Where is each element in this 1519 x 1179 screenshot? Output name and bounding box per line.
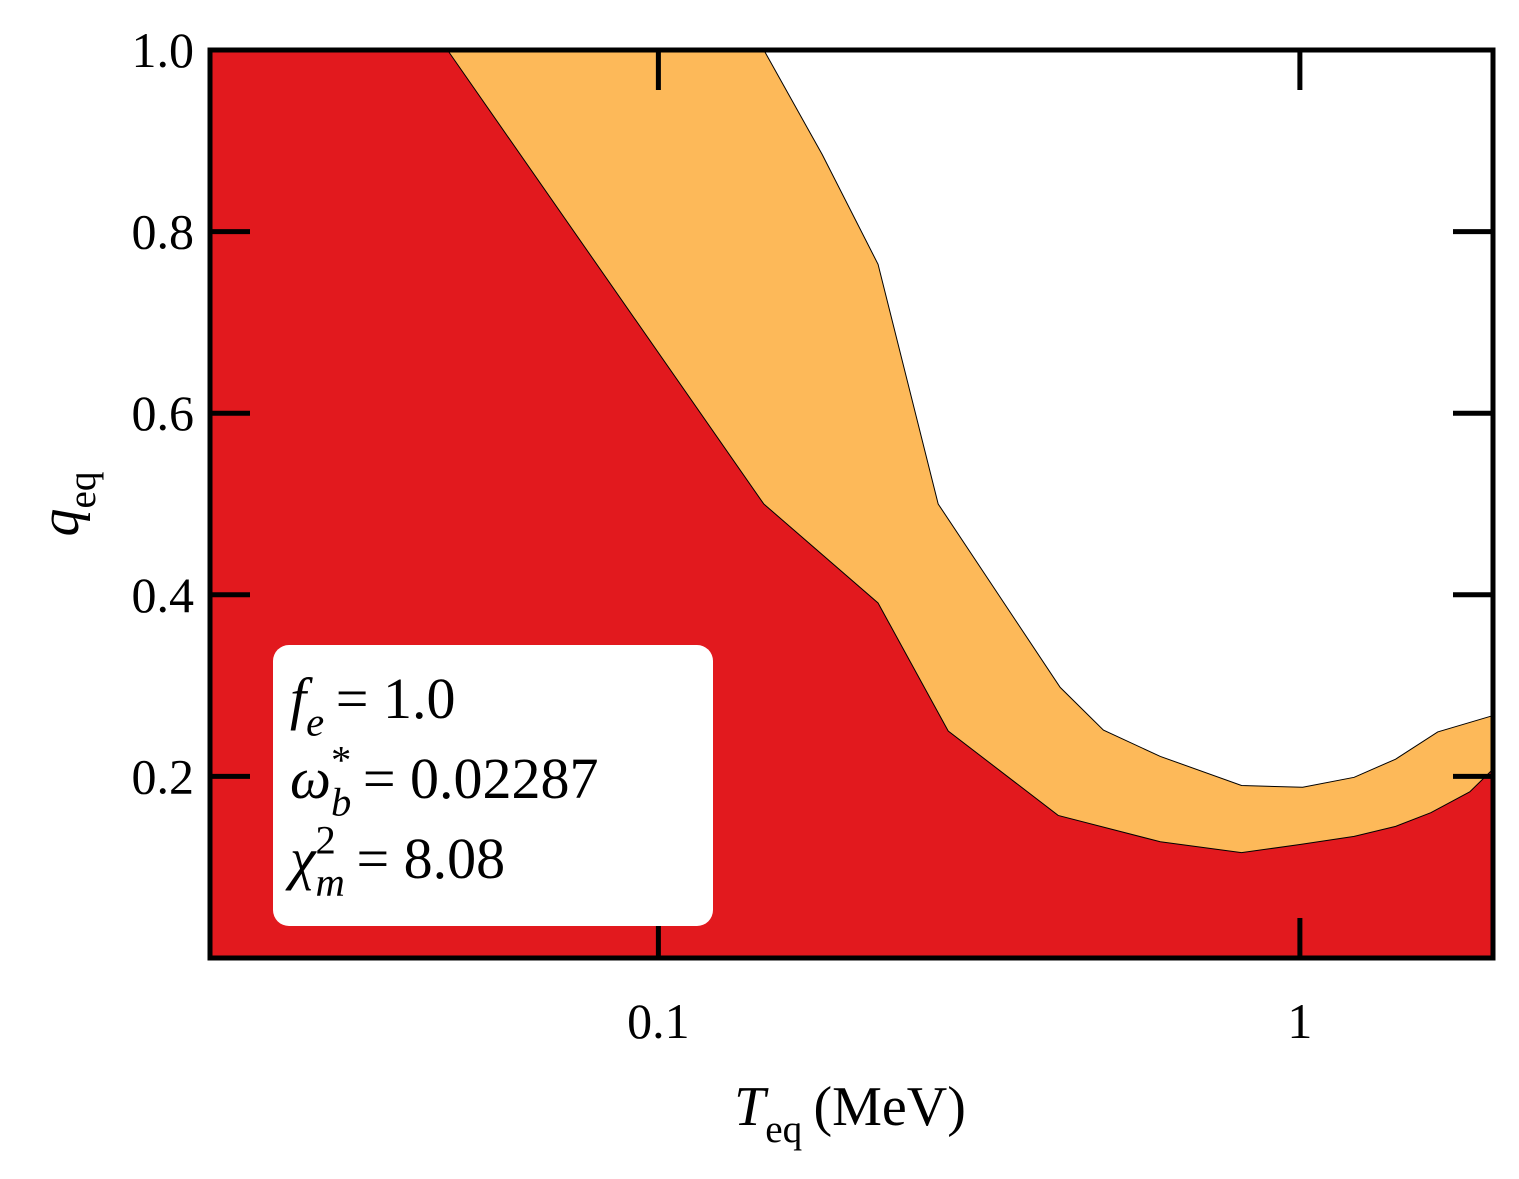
symbol: q — [29, 509, 91, 537]
label-text: = 0.02287 — [363, 746, 599, 811]
y-tick-label: 0.6 — [132, 385, 195, 441]
y-tick-label: 0.2 — [132, 748, 195, 804]
plot-frame — [207, 47, 1496, 961]
note-line: χ2 m = 8.08 — [285, 818, 505, 905]
x-tick-label: 1 — [1287, 993, 1312, 1049]
superscript: 2 — [316, 818, 336, 863]
x-axis-label: Teq (MeV) — [734, 1076, 966, 1151]
superscript: * — [331, 738, 351, 783]
label-text: = 8.08 — [356, 826, 505, 891]
subscript: b — [331, 779, 351, 824]
y-tick-label: 0.8 — [132, 204, 195, 260]
label-text: = 1.0 — [336, 666, 456, 731]
boundary-line — [763, 49, 1494, 788]
symbol: ω — [290, 746, 331, 811]
y-tick-label: 0.4 — [132, 567, 195, 623]
symbol: T — [734, 1076, 769, 1138]
note-line: ω* b = 0.02287 — [290, 738, 599, 825]
annotation-box — [273, 645, 713, 926]
subscript: eq — [61, 472, 104, 509]
subscript: e — [306, 699, 324, 744]
x-tick-label: 0.1 — [627, 993, 690, 1049]
label-text: (MeV) — [813, 1076, 965, 1138]
subscript: m — [316, 859, 345, 904]
y-axis-label: qeq — [29, 472, 104, 537]
subscript: eq — [765, 1108, 802, 1151]
boundary-line — [447, 49, 1494, 854]
y-tick-label: 1.0 — [132, 22, 195, 78]
symbol: χ — [285, 826, 317, 891]
